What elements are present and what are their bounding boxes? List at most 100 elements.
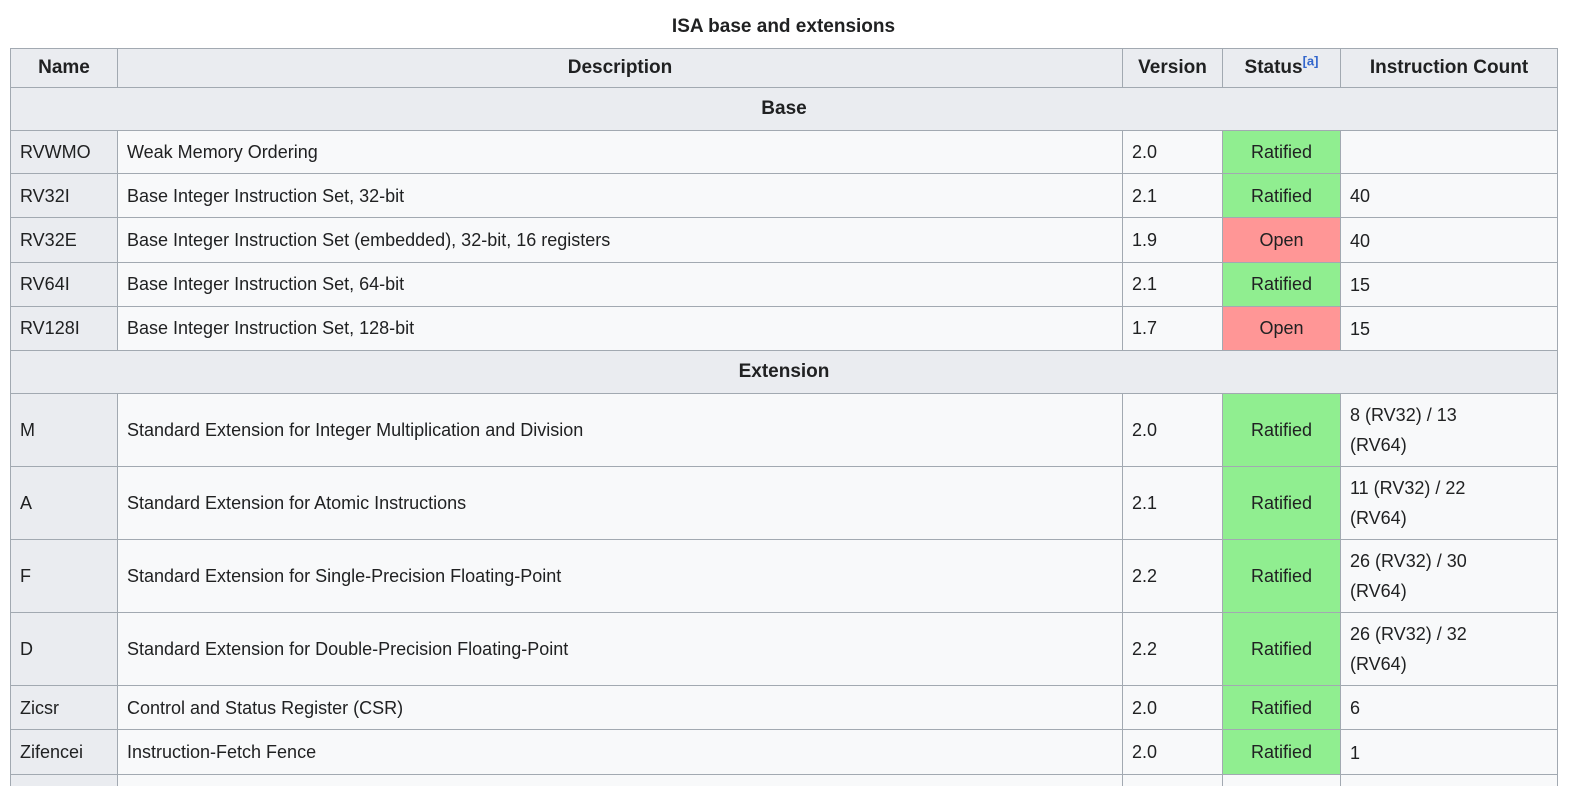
status-footnote: [a] bbox=[1303, 54, 1319, 69]
table-row: RV128I Base Integer Instruction Set, 128… bbox=[10, 305, 1558, 352]
status-cell bbox=[1222, 773, 1341, 786]
count-cell: 40 bbox=[1340, 217, 1558, 263]
description-cell bbox=[117, 773, 1123, 786]
isa-table: Name Description Version Status[a] Instr… bbox=[10, 48, 1558, 786]
count-cell: 40 bbox=[1340, 172, 1558, 219]
description-cell: Base Integer Instruction Set, 128-bit bbox=[117, 305, 1123, 352]
description-cell: Standard Extension for Atomic Instructio… bbox=[117, 466, 1123, 540]
table-row: RV64I Base Integer Instruction Set, 64-b… bbox=[10, 261, 1558, 307]
status-badge: Ratified bbox=[1250, 420, 1313, 440]
version-cell bbox=[1122, 773, 1223, 786]
description-cell: Standard Extension for Single-Precision … bbox=[117, 539, 1123, 613]
status-cell: Open bbox=[1222, 217, 1341, 263]
header-instruction-count: Instruction Count bbox=[1340, 48, 1558, 88]
description-cell: Control and Status Register (CSR) bbox=[117, 684, 1123, 731]
name-cell: RVWMO bbox=[10, 130, 118, 174]
status-badge: Ratified bbox=[1250, 741, 1313, 762]
status-badge: Ratified bbox=[1250, 566, 1313, 586]
count-value: 6 bbox=[1350, 698, 1361, 719]
header-status: Status[a] bbox=[1222, 48, 1341, 88]
header-name: Name bbox=[10, 48, 118, 88]
section-label: Extension bbox=[10, 350, 1558, 394]
status-cell: Ratified bbox=[1222, 130, 1341, 174]
count-cell bbox=[1340, 130, 1558, 174]
name-cell: RV64I bbox=[10, 261, 118, 307]
count-cell: 26 (RV32) / 32 (RV64) bbox=[1340, 612, 1558, 686]
header-version: Version bbox=[1122, 48, 1223, 88]
table-row: RVWMO Weak Memory Ordering 2.0 Ratified bbox=[10, 130, 1558, 174]
version-cell: 2.2 bbox=[1122, 539, 1223, 613]
name-cell: RV32I bbox=[10, 172, 118, 219]
status-footnote-link[interactable]: [a] bbox=[1302, 53, 1319, 69]
description-cell: Base Integer Instruction Set, 32-bit bbox=[117, 172, 1123, 219]
count-cell: 11 (RV32) / 22 (RV64) bbox=[1340, 466, 1558, 540]
count-value: 40 bbox=[1350, 230, 1371, 251]
count-cell: 6 bbox=[1340, 684, 1558, 731]
count-value: 1 bbox=[1350, 742, 1361, 763]
name-cell: Zicsr bbox=[10, 684, 118, 731]
name-cell: M bbox=[10, 393, 118, 467]
status-badge: Ratified bbox=[1250, 639, 1313, 659]
section-label: Base bbox=[10, 87, 1558, 131]
table-row: RV32I Base Integer Instruction Set, 32-b… bbox=[10, 172, 1558, 219]
header-status-label: Status bbox=[1244, 57, 1303, 78]
status-cell: Ratified bbox=[1222, 612, 1341, 686]
status-badge: Ratified bbox=[1250, 274, 1313, 295]
table-row: D Standard Extension for Double-Precisio… bbox=[10, 612, 1558, 686]
description-cell: Instruction-Fetch Fence bbox=[117, 729, 1123, 775]
version-cell: 1.7 bbox=[1122, 305, 1223, 352]
status-badge: Ratified bbox=[1250, 185, 1313, 206]
name-cell bbox=[10, 773, 118, 786]
version-cell: 1.9 bbox=[1122, 217, 1223, 263]
count-value: 15 bbox=[1350, 274, 1371, 295]
version-cell: 2.1 bbox=[1122, 261, 1223, 307]
status-cell: Ratified bbox=[1222, 466, 1341, 540]
count-cell: 15 bbox=[1340, 261, 1558, 307]
status-badge: Ratified bbox=[1250, 697, 1313, 718]
status-badge: Ratified bbox=[1250, 142, 1313, 162]
table-row: M Standard Extension for Integer Multipl… bbox=[10, 393, 1558, 467]
name-cell: Zifencei bbox=[10, 729, 118, 775]
count-value: 40 bbox=[1350, 186, 1371, 207]
description-cell: Standard Extension for Integer Multiplic… bbox=[117, 393, 1123, 467]
description-cell: Weak Memory Ordering bbox=[117, 130, 1123, 174]
status-cell: Ratified bbox=[1222, 684, 1341, 731]
version-cell: 2.0 bbox=[1122, 393, 1223, 467]
version-cell: 2.2 bbox=[1122, 612, 1223, 686]
partial-row bbox=[10, 773, 1558, 786]
version-cell: 2.1 bbox=[1122, 466, 1223, 540]
name-cell: A bbox=[10, 466, 118, 540]
version-cell: 2.0 bbox=[1122, 684, 1223, 731]
description-cell: Standard Extension for Double-Precision … bbox=[117, 612, 1123, 686]
version-cell: 2.0 bbox=[1122, 729, 1223, 775]
count-value: 26 (RV32) / 30 (RV64) bbox=[1350, 551, 1467, 601]
status-cell: Ratified bbox=[1222, 729, 1341, 775]
name-cell: RV128I bbox=[10, 305, 118, 352]
description-cell: Base Integer Instruction Set, 64-bit bbox=[117, 261, 1123, 307]
table-row: Zifencei Instruction-Fetch Fence 2.0 Rat… bbox=[10, 729, 1558, 775]
table-row: F Standard Extension for Single-Precisio… bbox=[10, 539, 1558, 613]
page-title: ISA base and extensions bbox=[671, 16, 896, 37]
name-cell: F bbox=[10, 539, 118, 613]
isa-table-body: Base RVWMO Weak Memory Ordering 2.0 Rati… bbox=[10, 87, 1558, 786]
status-cell: Ratified bbox=[1222, 539, 1341, 613]
count-cell: 1 bbox=[1340, 729, 1558, 775]
name-cell: D bbox=[10, 612, 118, 686]
status-cell: Ratified bbox=[1222, 393, 1341, 467]
description-cell: Base Integer Instruction Set (embedded),… bbox=[117, 217, 1123, 263]
status-badge: Ratified bbox=[1250, 493, 1313, 513]
status-badge: Open bbox=[1259, 229, 1304, 250]
status-badge: Open bbox=[1259, 318, 1304, 339]
count-cell: 26 (RV32) / 30 (RV64) bbox=[1340, 539, 1558, 613]
count-value: 11 (RV32) / 22 (RV64) bbox=[1350, 478, 1466, 528]
status-cell: Ratified bbox=[1222, 261, 1341, 307]
version-cell: 2.1 bbox=[1122, 172, 1223, 219]
table-header-row: Name Description Version Status[a] Instr… bbox=[10, 48, 1558, 88]
status-cell: Open bbox=[1222, 305, 1341, 352]
section-row: Base bbox=[10, 87, 1558, 131]
version-cell: 2.0 bbox=[1122, 130, 1223, 174]
header-description: Description bbox=[117, 48, 1123, 88]
count-value: 8 (RV32) / 13 (RV64) bbox=[1350, 405, 1457, 455]
count-value: 26 (RV32) / 32 (RV64) bbox=[1350, 624, 1467, 674]
name-cell: RV32E bbox=[10, 217, 118, 263]
